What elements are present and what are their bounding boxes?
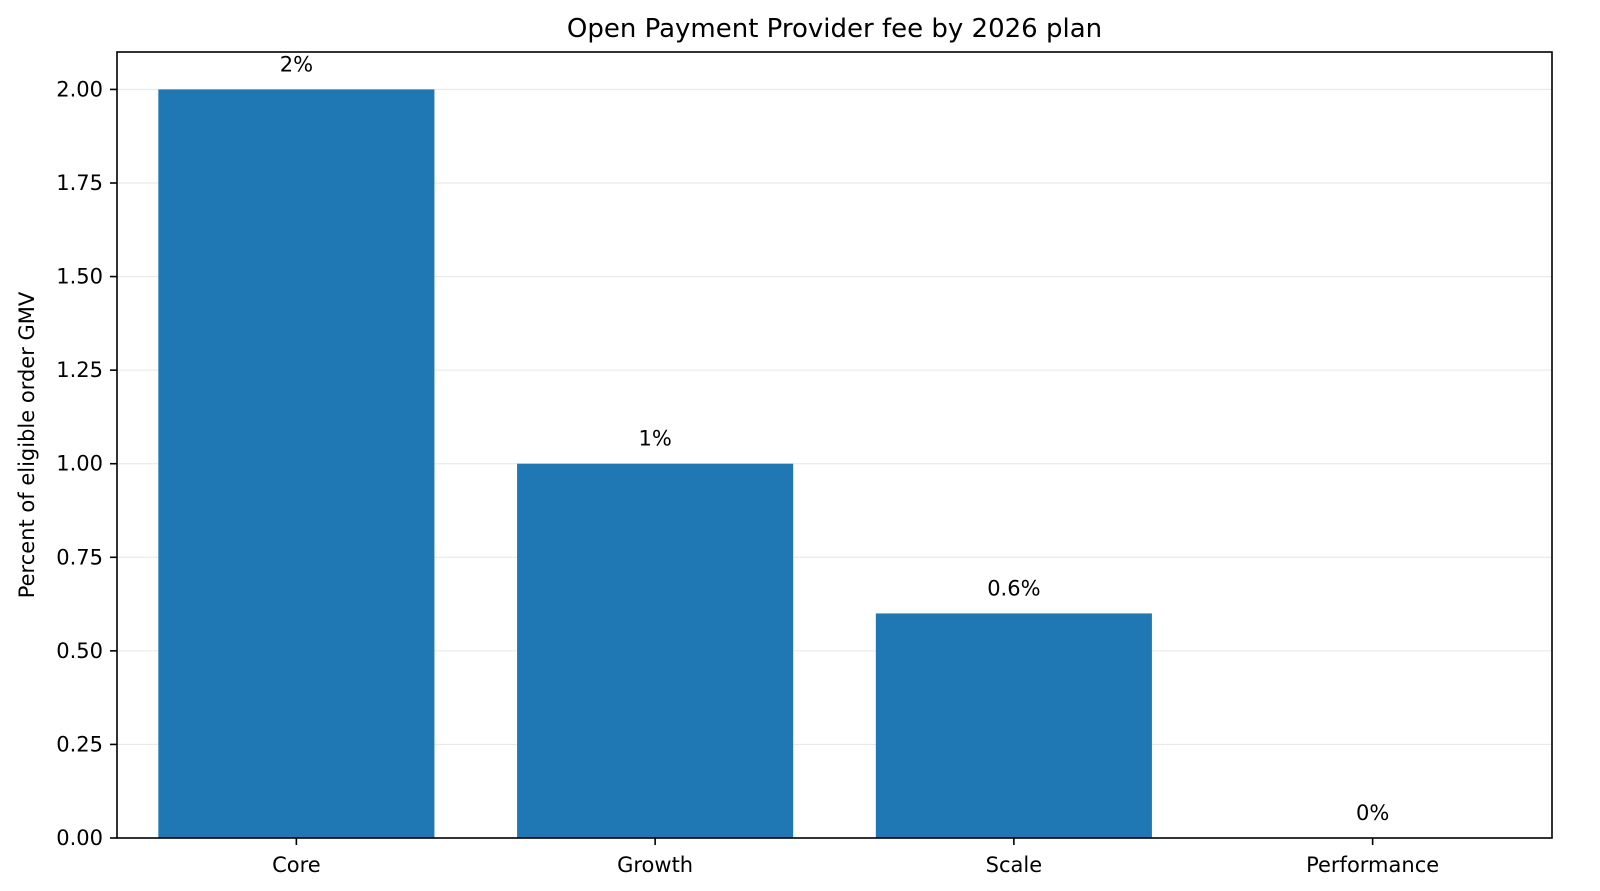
y-tick-label: 0.75 [56, 545, 103, 569]
y-axis-label: Percent of eligible order GMV [15, 291, 39, 598]
data-label: 0% [1356, 801, 1389, 825]
y-tick-label: 2.00 [56, 77, 103, 101]
plot-frame [116, 51, 1553, 839]
x-tick-label: Performance [1306, 853, 1439, 877]
data-labels: 2% 1% 0.6% 0% [280, 52, 1390, 825]
data-label: 2% [280, 52, 313, 76]
y-axis-ticks: 0.00 0.25 0.50 0.75 1.00 1.25 1.50 1.75 2.00 [56, 77, 117, 850]
chart-title: Open Payment Provider fee by 2026 plan [567, 14, 1102, 44]
y-tick-label: 0.00 [56, 826, 103, 850]
x-axis-ticks: Core Growth Scale Performance [272, 838, 1439, 877]
x-tick-label: Core [272, 853, 321, 877]
y-tick-label: 1.00 [56, 452, 103, 476]
bar [517, 463, 794, 838]
bar [158, 89, 435, 838]
y-tick-label: 1.25 [56, 358, 103, 382]
y-tick-label: 1.50 [56, 265, 103, 289]
y-tick-label: 1.75 [56, 171, 103, 195]
bar [875, 613, 1152, 838]
x-tick-label: Growth [617, 853, 693, 877]
y-tick-label: 0.50 [56, 639, 103, 663]
y-tick-label: 0.25 [56, 732, 103, 756]
data-label: 1% [638, 427, 671, 451]
data-label: 0.6% [987, 576, 1040, 600]
x-tick-label: Scale [986, 853, 1043, 877]
bars [158, 89, 1152, 838]
